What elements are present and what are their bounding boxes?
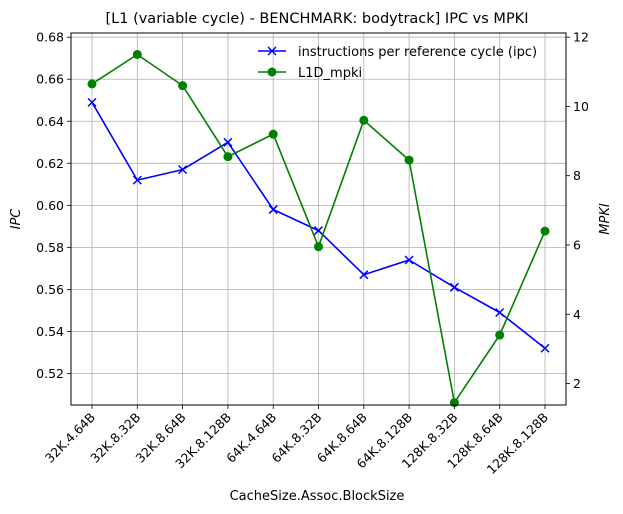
y-tick-label-left: 0.52 [36,366,64,381]
data-point [132,175,142,185]
legend-marker-ipc [267,46,277,56]
legend-label-ipc: instructions per reference cycle (ipc) [298,45,537,60]
data-point [404,255,414,265]
y-tick-label-right: 2 [573,376,581,391]
data-point [178,81,188,91]
legend-marker-mpki [267,67,277,77]
y-tick-label-left: 0.66 [36,72,64,87]
y-tick-label-right: 12 [573,30,589,45]
data-point [223,152,233,162]
y-tick-label-left: 0.54 [36,324,64,339]
y-axis-label-right: MPKI [598,203,613,235]
y-tick-label-left: 0.56 [36,282,64,297]
data-point [132,49,142,59]
y-tick-label-right: 6 [573,237,581,252]
data-point [268,205,278,215]
data-point [540,343,550,353]
chart-title: [L1 (variable cycle) - BENCHMARK: bodytr… [106,11,529,27]
data-point [314,242,323,252]
data-point [359,270,369,280]
data-point [87,79,97,89]
data-point [87,97,97,107]
y-tick-label-right: 4 [573,307,581,322]
data-point [178,165,188,175]
legend: instructions per reference cycle (ipc) L… [258,45,537,81]
y-tick-label-left: 0.60 [36,198,64,213]
y-axis-label-left: IPC [9,208,24,230]
data-point [404,155,414,165]
data-point [495,330,505,340]
data-point [495,307,505,318]
y-tick-label-right: 10 [573,99,589,114]
y-tick-label-left: 0.62 [36,156,64,171]
data-point [449,282,459,292]
data-point [359,115,369,125]
y-tick-label-left: 0.64 [36,114,64,129]
y-tick-label-left: 0.68 [36,30,64,45]
x-axis-label: CacheSize.Assoc.BlockSize [230,489,405,504]
data-point [313,226,324,236]
data-point [223,137,233,147]
legend-label-mpki: L1D_mpki [298,66,362,81]
data-point [268,129,278,139]
y-tick-label-right: 8 [573,168,581,183]
y-tick-label-left: 0.58 [36,240,64,255]
data-point [540,226,550,236]
series-layer [87,49,550,408]
